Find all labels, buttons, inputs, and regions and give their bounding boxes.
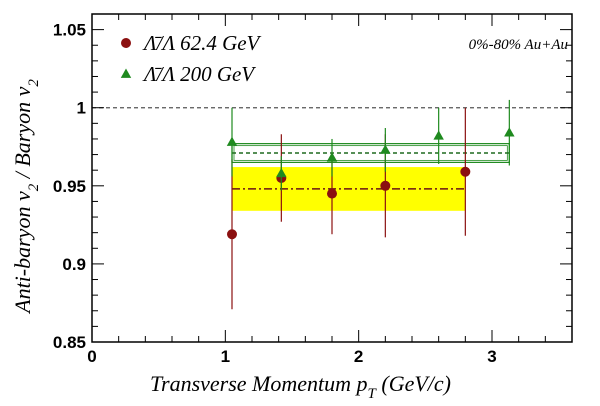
legend-label-62: Λ̄/Λ 62.4 GeV [142,31,262,55]
x-title-part: Transverse Momentum p [150,371,368,396]
x-axis-title: Transverse Momentum pT (GeV/c) [150,371,451,402]
y-tick-label: 1 [77,99,86,118]
data-point-62 [227,229,237,240]
data-point-200 [326,152,338,162]
systematic-bands [231,143,510,211]
data-point-62 [460,166,471,177]
x-tick-label: 0 [87,347,96,366]
y-title-sub: 2 [26,183,42,191]
data-point-200 [433,130,444,140]
data-point-200 [276,167,287,178]
y-tick-label: 0.9 [62,255,86,274]
legend: Λ̄/Λ 62.4 GeV Λ̄/Λ 200 GeV [120,31,262,86]
data-point-62 [380,180,391,191]
y-tick-label: 0.95 [53,177,86,196]
data-point-200 [380,144,391,154]
legend-label-200: Λ̄/Λ 200 GeV [142,62,256,86]
legend-marker-62 [121,38,131,48]
systematic-band-200 [231,143,510,163]
y-tick-label: 1.05 [53,21,86,40]
axis-ticks: 0.85 0.9 0.95 1 1.05 0 1 2 3 [53,13,573,366]
data-point-62 [327,188,337,199]
x-title-part: (GeV/c) [376,371,451,396]
legend-marker-200 [120,68,132,78]
y-title-part: Anti-baryon v [10,191,35,315]
x-tick-label: 3 [487,347,496,366]
data-series [226,99,515,310]
y-axis-title: Anti-baryon v2 / Baryon v2 [10,79,42,315]
x-tick-label: 1 [221,347,230,366]
collision-annotation: 0%-80% Au+Au [469,37,568,53]
x-tick-label: 2 [354,347,363,366]
y-title-sub: 2 [26,79,42,87]
y-tick-label: 0.85 [53,333,86,352]
data-point-200 [504,127,515,137]
data-point-200 [226,136,238,146]
y-title-part: / Baryon v [10,86,35,183]
x-title-sub: T [368,386,378,402]
